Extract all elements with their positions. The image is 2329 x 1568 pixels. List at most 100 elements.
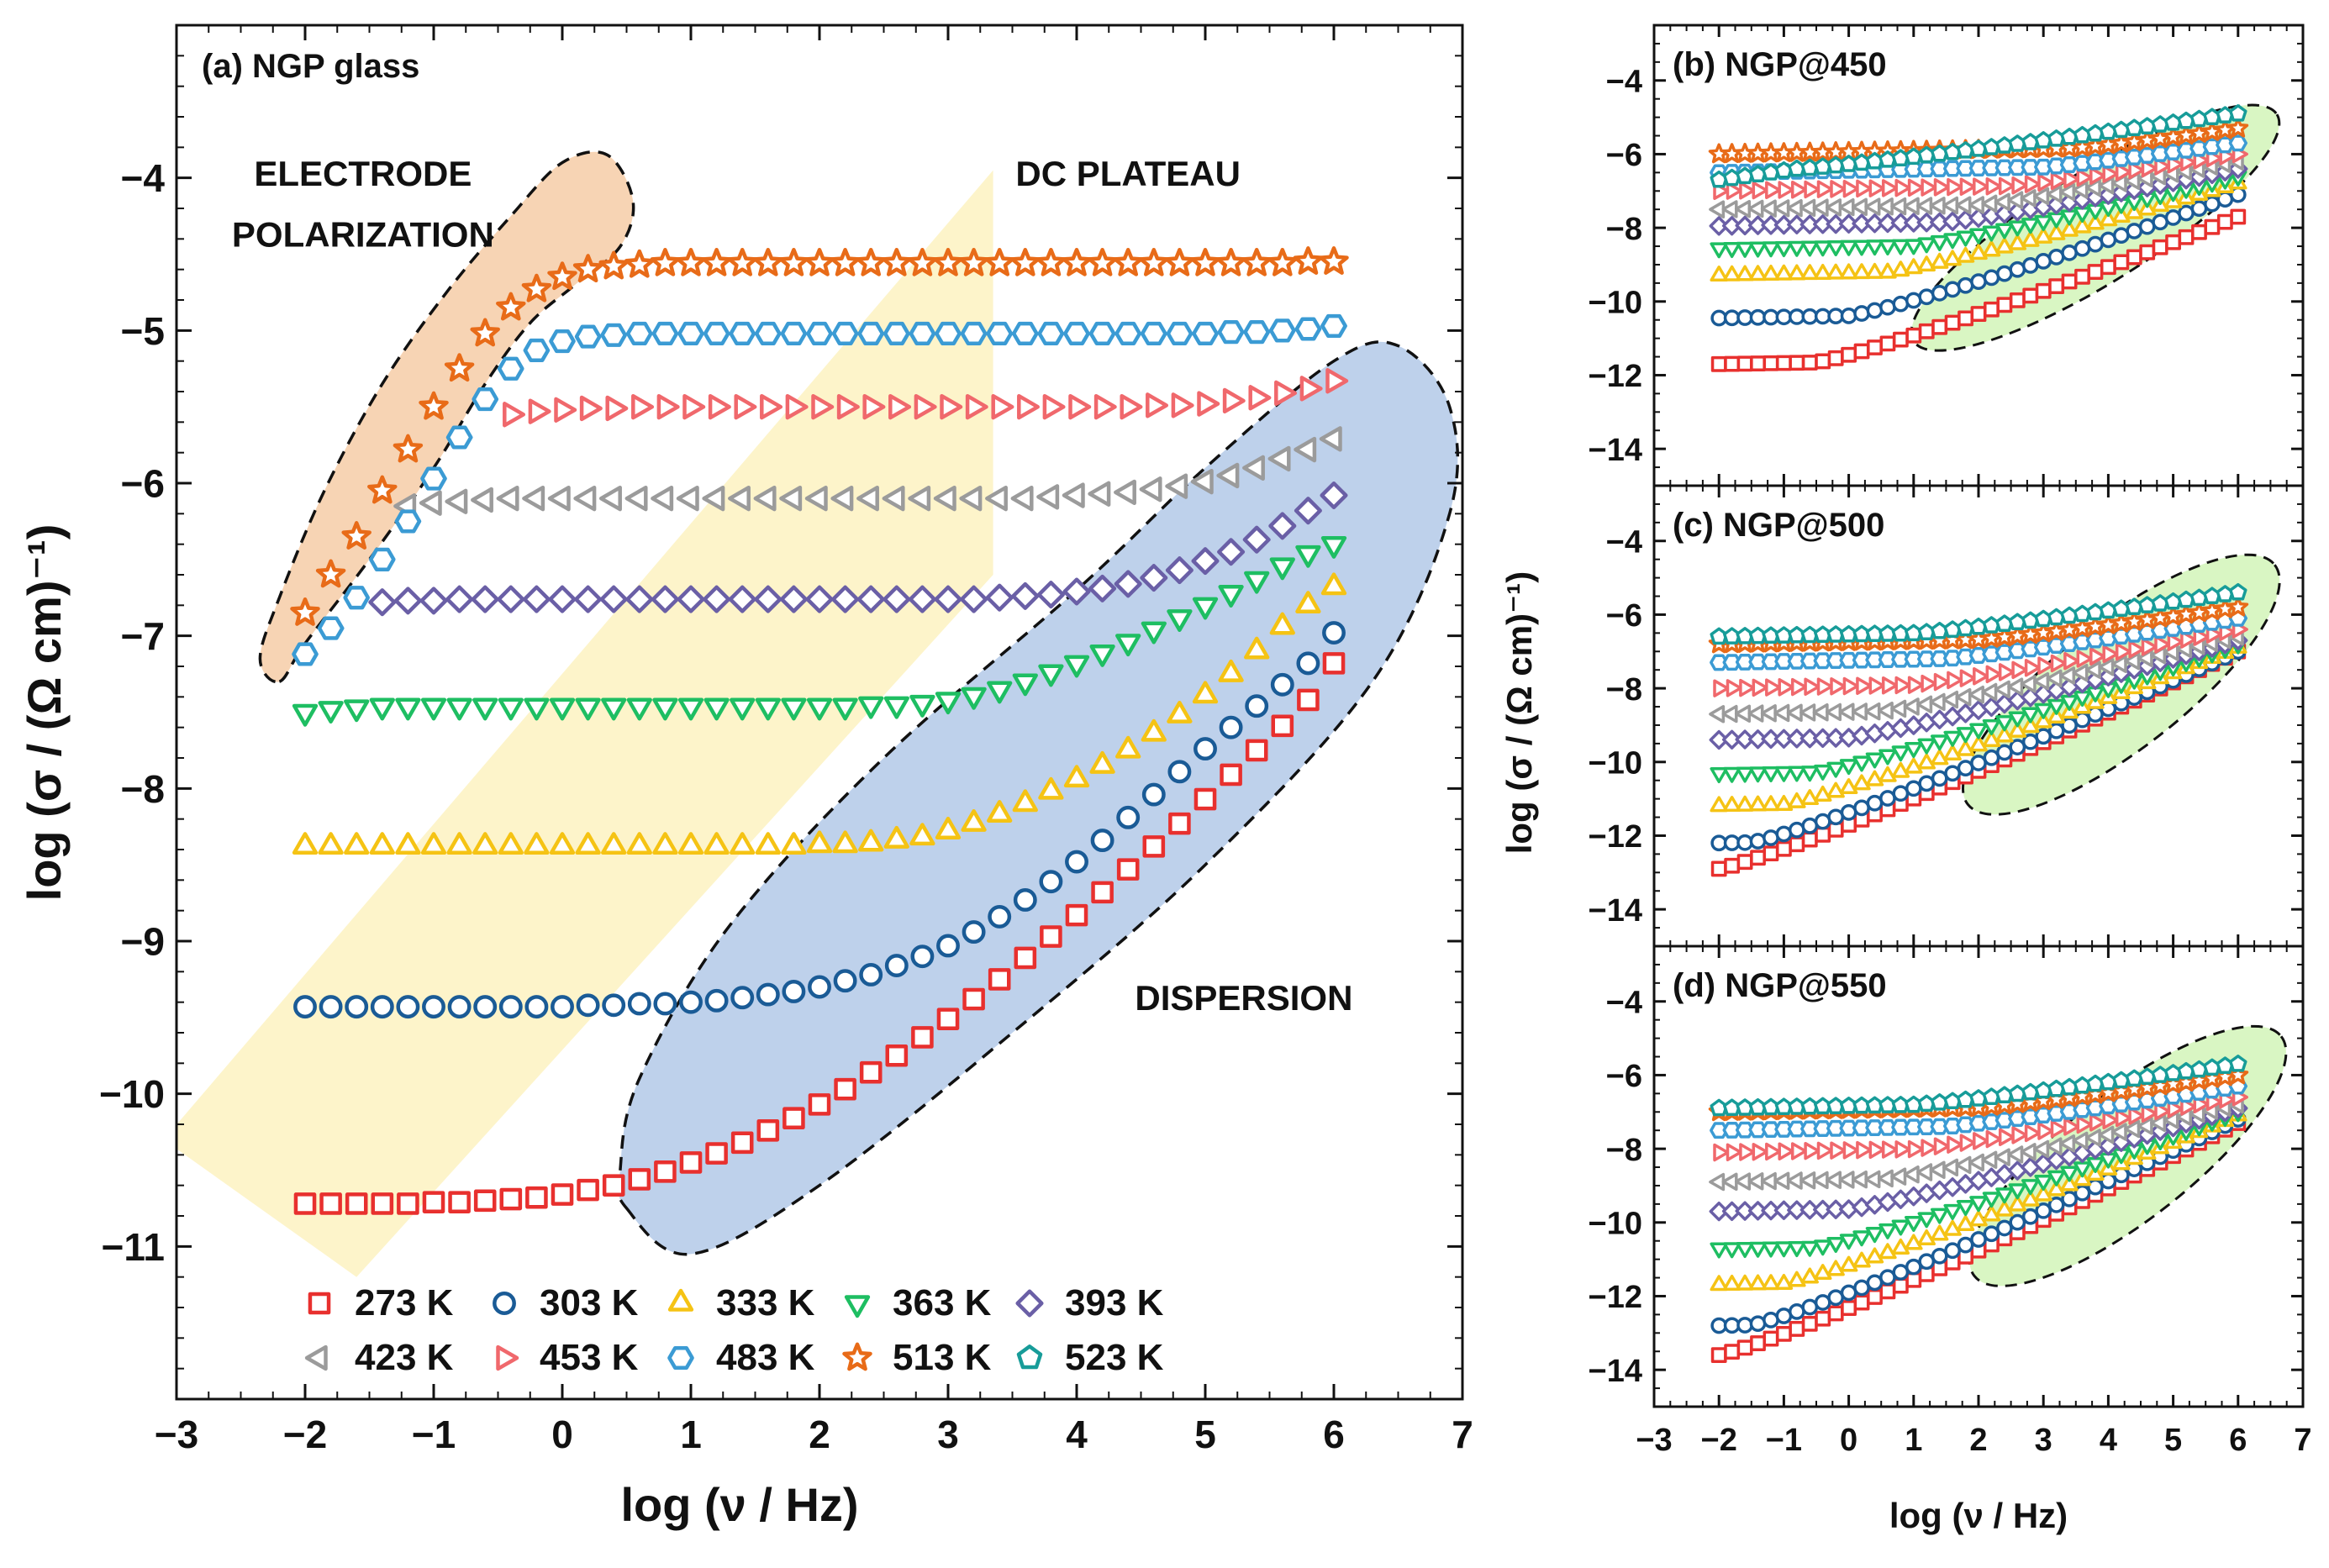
data-point <box>2085 153 2105 171</box>
data-point <box>2227 117 2249 138</box>
data-point <box>1748 265 1768 282</box>
data-point <box>1192 321 1219 346</box>
data-point <box>1724 1344 1741 1360</box>
data-point <box>2128 1107 2145 1125</box>
data-point <box>1947 1135 1963 1154</box>
data-point <box>1814 1264 1832 1281</box>
data-point <box>1905 757 1923 774</box>
data-point <box>1865 651 1884 669</box>
data-point <box>1943 730 1962 747</box>
legend-marker <box>844 1295 871 1318</box>
data-point <box>1734 199 1752 218</box>
data-point <box>1970 306 1987 322</box>
data-point <box>1788 1271 1806 1287</box>
data-point <box>369 697 395 721</box>
data-point <box>2046 669 2063 688</box>
data-point <box>1750 355 1766 371</box>
data-point <box>730 1131 754 1155</box>
data-point <box>858 696 884 719</box>
data-point <box>551 995 574 1019</box>
data-point <box>522 585 551 613</box>
data-point <box>1968 160 1989 177</box>
data-point <box>2034 227 2052 244</box>
data-point <box>471 487 493 513</box>
data-point <box>1750 1335 1766 1351</box>
data-point <box>1765 181 1782 199</box>
data-point <box>1218 585 1244 608</box>
data-point <box>1815 826 1831 843</box>
data-point <box>1190 468 1214 495</box>
data-point <box>341 521 371 550</box>
panel-d-x-tick-label: −2 <box>1701 1423 1737 1458</box>
data-point <box>836 393 860 420</box>
data-point <box>2072 181 2089 199</box>
data-point <box>1865 1247 1884 1264</box>
data-point <box>1800 1240 1819 1257</box>
data-point <box>1140 321 1167 346</box>
data-point <box>1856 1140 1873 1160</box>
data-point <box>1851 1170 1868 1189</box>
data-point <box>1905 292 1922 309</box>
data-point <box>521 273 552 303</box>
data-point <box>1943 250 1962 266</box>
data-point <box>2007 1145 2024 1164</box>
data-point <box>1852 651 1872 669</box>
data-point <box>2009 292 2026 308</box>
data-point <box>1191 547 1220 576</box>
data-point <box>318 701 344 724</box>
data-point <box>754 585 782 613</box>
data-point <box>1995 237 2014 254</box>
legend-marker <box>308 1292 331 1315</box>
data-point <box>1113 247 1143 276</box>
data-point <box>859 1060 883 1084</box>
data-point <box>1774 240 1794 258</box>
data-point <box>369 832 395 855</box>
data-point <box>1921 178 1937 197</box>
data-point <box>1763 1330 1779 1347</box>
data-point <box>2034 1185 2052 1202</box>
series-333k <box>1710 637 2247 813</box>
data-point <box>1765 678 1782 697</box>
data-point <box>1894 1140 1911 1159</box>
data-point <box>393 434 424 463</box>
data-point <box>1814 1239 1832 1256</box>
data-point <box>1713 1143 1730 1162</box>
data-point <box>1786 703 1803 722</box>
data-point <box>987 681 1013 704</box>
data-point <box>1917 753 1936 770</box>
data-point <box>1921 674 1937 693</box>
data-point <box>1014 946 1037 970</box>
data-point <box>1726 182 1742 200</box>
data-point <box>2033 187 2050 206</box>
data-point <box>290 597 320 626</box>
data-point <box>884 954 909 978</box>
legend-label: 513 K <box>893 1337 992 1378</box>
data-point <box>1722 242 1741 259</box>
data-point <box>1981 194 1998 213</box>
panel-d-x-tick-label: 4 <box>2100 1423 2117 1458</box>
data-point <box>1790 180 1807 199</box>
series-453k <box>1713 145 2248 200</box>
data-point <box>1193 737 1217 761</box>
data-point <box>2216 213 2233 230</box>
data-point <box>1905 1215 1923 1232</box>
data-point <box>1776 1325 1792 1342</box>
panel-b-y-tick-label: −6 <box>1606 138 1642 173</box>
data-point <box>1944 1242 1961 1260</box>
data-point <box>1852 1251 1871 1268</box>
panel-d-y-tick-label: −6 <box>1606 1059 1642 1094</box>
data-point <box>1039 870 1063 894</box>
data-point <box>1868 179 1885 197</box>
data-point <box>524 697 550 721</box>
data-point <box>1956 246 1975 263</box>
data-point <box>1816 1141 1833 1160</box>
data-point <box>1890 197 1907 216</box>
data-point <box>2076 650 2093 668</box>
data-point <box>1852 1230 1871 1247</box>
data-point <box>2087 1178 2104 1196</box>
data-point <box>2047 1180 2066 1197</box>
data-point <box>1116 858 1140 881</box>
data-point <box>1995 715 2014 732</box>
data-point <box>1166 321 1193 346</box>
data-point <box>1760 704 1777 723</box>
